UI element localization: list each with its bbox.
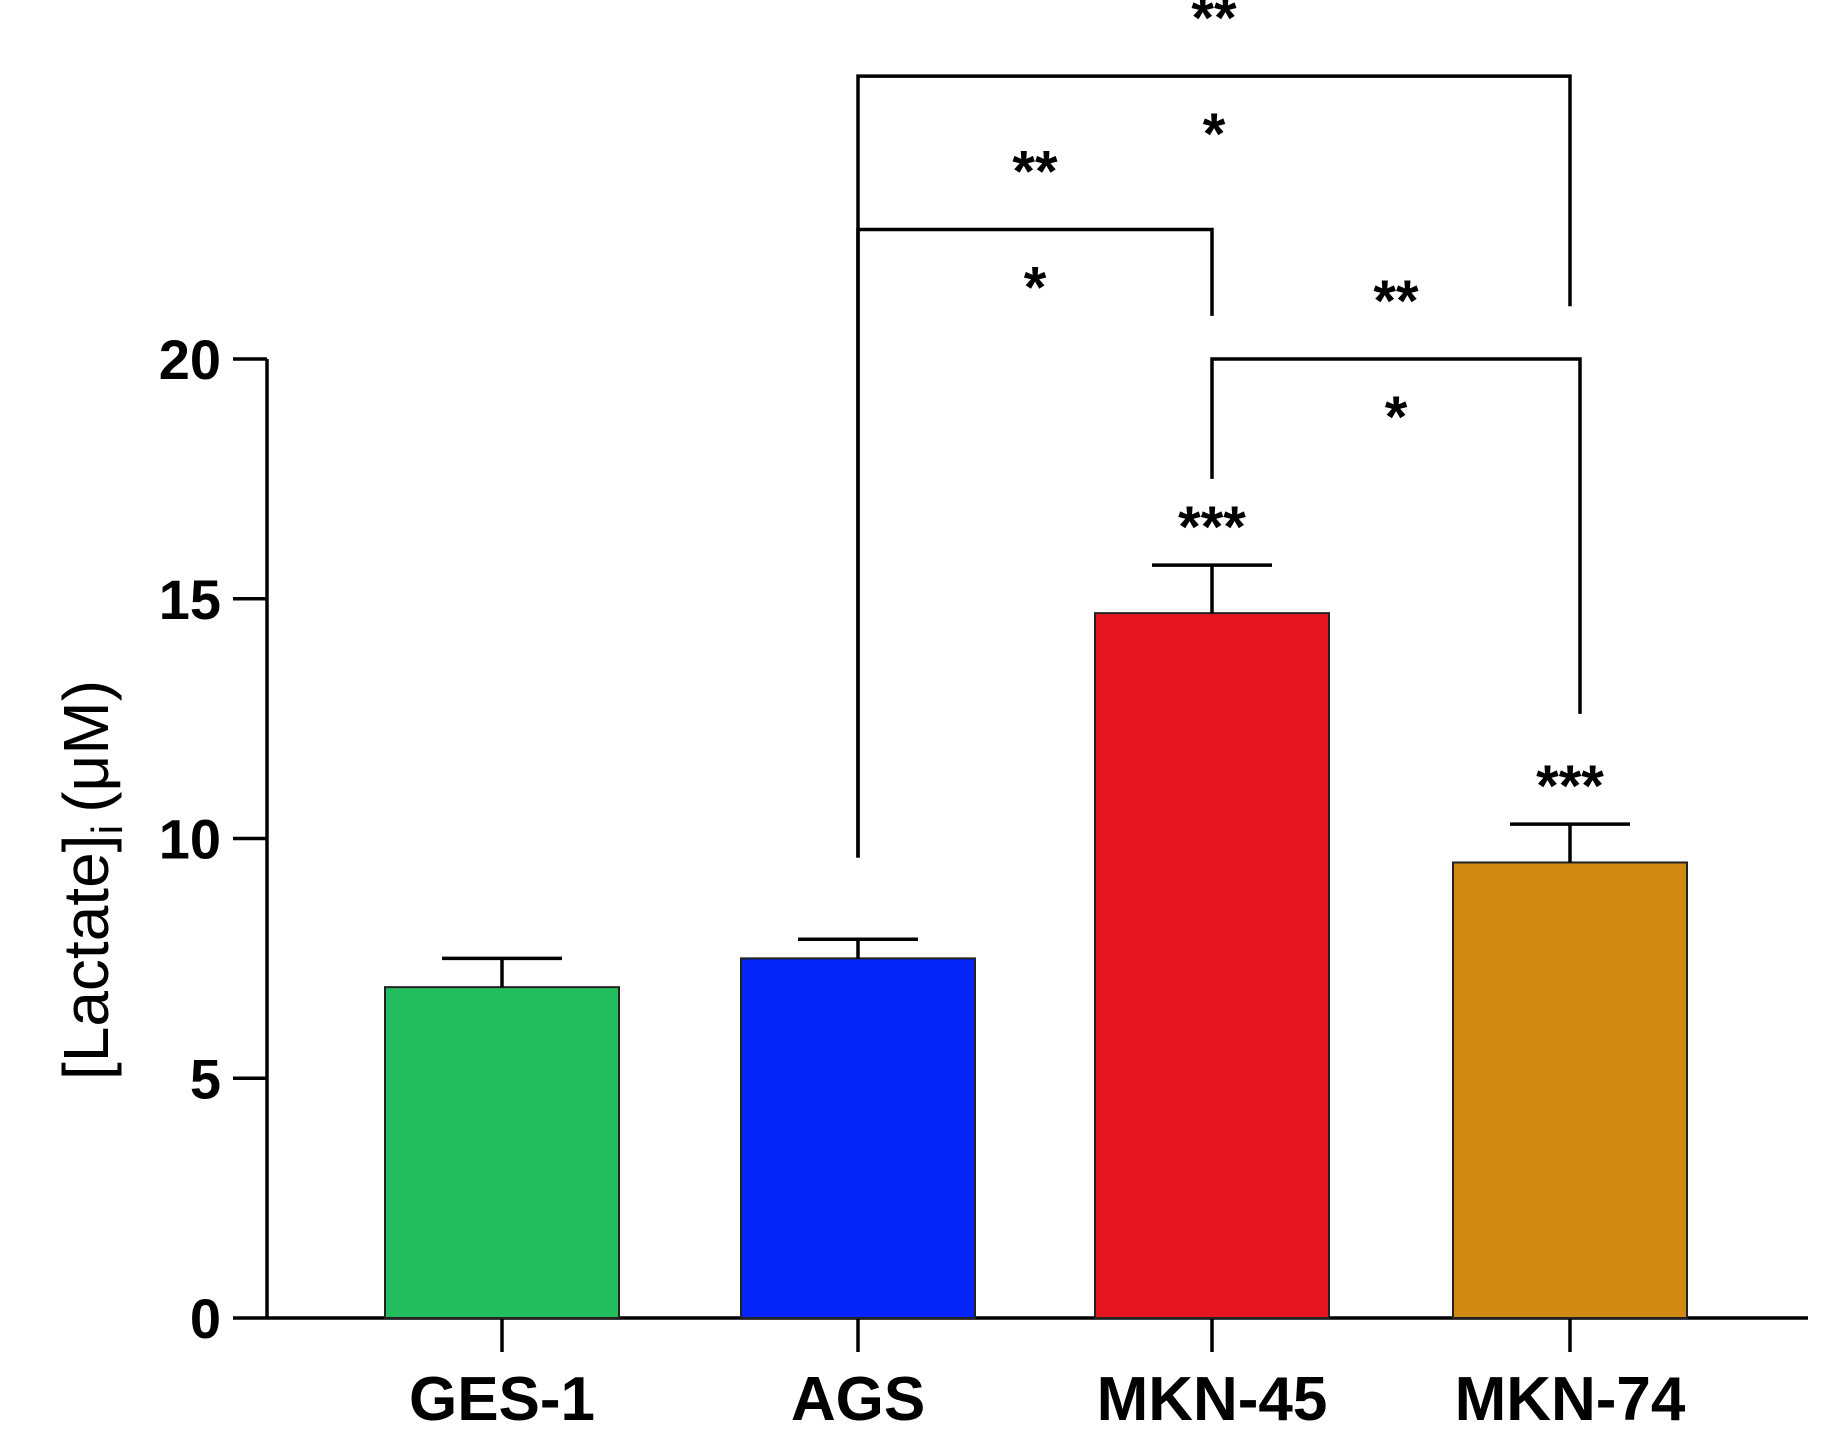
x-tick-label-mkn-74: MKN-74 — [1455, 1365, 1686, 1434]
significance-brackets: ********* — [856, 0, 1582, 858]
bar-ges-1 — [384, 986, 620, 1320]
x-tick-label-mkn-45: MKN-45 — [1097, 1365, 1328, 1434]
y-tick-label: 10 — [159, 808, 221, 871]
y-axis-label-subscript: i — [83, 825, 132, 835]
bracket-label-top: ** — [1191, 0, 1237, 51]
y-tick-label: 20 — [159, 328, 221, 391]
error-bars: *** *** — [442, 495, 1630, 988]
bar-mkn-45 — [1094, 612, 1330, 1319]
bracket-label-bottom: * — [1024, 256, 1047, 321]
bracket-label-top: ** — [1012, 140, 1058, 205]
x-tick-label-ags: AGS — [791, 1365, 925, 1434]
bar-significance-label: *** — [1536, 754, 1604, 819]
y-axis-label: [Lactate]i (μM) — [50, 680, 132, 1080]
y-tick-label: 0 — [190, 1287, 221, 1350]
bracket-label-bottom: * — [1385, 385, 1408, 450]
bracket-label-bottom: * — [1203, 102, 1226, 167]
bar-significance-label: *** — [1178, 495, 1246, 560]
bar-mkn-74 — [1452, 861, 1688, 1319]
y-tick-label: 5 — [190, 1047, 221, 1110]
y-axis-label-main: [Lactate] — [50, 835, 122, 1081]
x-tick-label-ges-1: GES-1 — [409, 1365, 595, 1434]
bracket-label-top: ** — [1373, 269, 1419, 334]
chart-labels: [Lactate]i (μM) — [50, 680, 132, 1080]
bar-ags — [740, 957, 976, 1319]
bracket-ags-mkn-74 — [856, 74, 1572, 858]
axes: 0 5 10 15 20 GES-1 AGS MKN-45 MKN-74 — [159, 328, 1808, 1434]
y-tick-label: 15 — [159, 568, 221, 631]
y-axis-label-unit: (μM) — [50, 680, 122, 813]
bars — [384, 612, 1688, 1320]
bracket-mkn-45-mkn-74 — [1210, 357, 1582, 714]
